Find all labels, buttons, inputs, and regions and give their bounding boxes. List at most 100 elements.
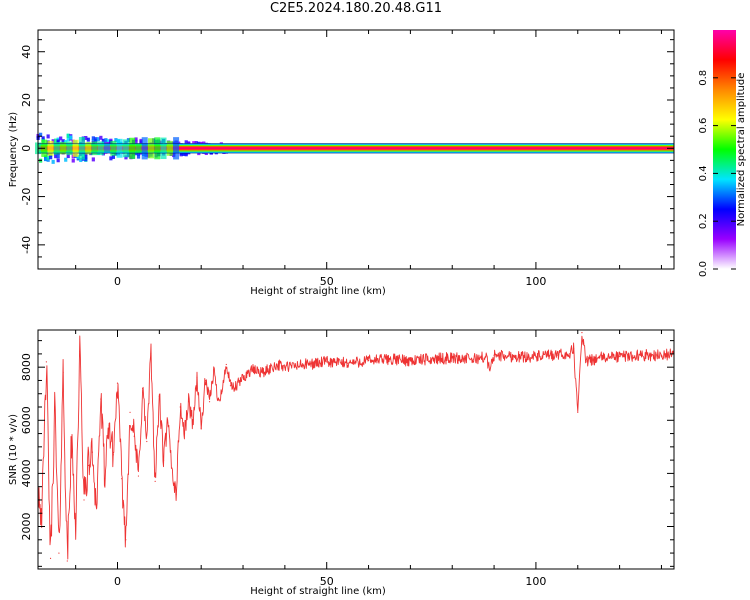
snr-data-point: [234, 387, 236, 390]
snr-data-point: [100, 398, 102, 400]
snr-data-point: [451, 357, 453, 359]
spectral-cell: [46, 155, 50, 160]
snr-data-point: [598, 357, 600, 359]
spectral-cell: [139, 140, 143, 145]
snr-data-point: [137, 475, 140, 477]
snr-data-point: [221, 390, 223, 392]
snr-xtick-label: 0: [114, 575, 121, 588]
spectral-cell: [129, 137, 136, 159]
snr-data-point: [133, 435, 135, 437]
spectral-cell: [49, 155, 53, 160]
snr-data-point: [204, 379, 206, 382]
spectrogram-xtick-label: 50: [320, 275, 334, 288]
snr-ytick-label: 8000: [20, 353, 33, 381]
spectral-cell: [124, 155, 128, 160]
snr-ytick-label: 6000: [20, 406, 33, 434]
colorbar: 0.0 0.2 0.4 0.6 0.8 Normalized spectral ampli…: [698, 30, 747, 277]
spectral-cell: [104, 138, 108, 143]
snr-data-point: [326, 361, 328, 363]
spectral-cell: [44, 157, 48, 162]
spectrogram-panel: 0 50 100 -40 -20 0 20 40 Height of straight line…: [8, 29, 675, 297]
snr-data-point: [162, 459, 165, 461]
spectral-cell: [60, 142, 67, 155]
spectral-cell: [53, 142, 60, 155]
snr-data-point: [75, 523, 77, 525]
spectral-cell: [173, 137, 180, 160]
snr-data-point: [154, 480, 156, 482]
spectral-cell: [64, 140, 68, 145]
snr-data-point: [263, 371, 265, 374]
spectral-cell: [91, 157, 95, 162]
snr-data-point: [196, 377, 198, 379]
colorbar-label: Normalized spectral amplitude: [736, 73, 747, 227]
spectrogram-ytick-label: 40: [20, 45, 33, 59]
snr-data-point: [284, 366, 286, 368]
snr-data-point: [49, 557, 52, 559]
snr-data-point: [572, 347, 575, 350]
spectral-cell: [94, 138, 98, 143]
spectral-cell: [72, 139, 79, 157]
spectral-cell: [154, 137, 161, 160]
colorbar-gradient: [713, 30, 736, 269]
snr-data-point: [87, 464, 89, 467]
snr-data-point: [192, 422, 194, 424]
snr-data-point: [158, 395, 160, 397]
spectral-cell: [136, 151, 141, 156]
snr-data-point: [200, 427, 202, 429]
colorbar-tick-label: 0.8: [698, 70, 709, 86]
snr-series-line: [37, 335, 675, 560]
spectrogram-ytick-label: 0: [20, 145, 33, 152]
snr-data-point: [493, 354, 495, 356]
snr-data-point: [581, 332, 583, 334]
snr-data-point: [108, 425, 110, 427]
snr-data-point: [175, 494, 177, 496]
snr-xlabel: Height of straight line (km): [250, 586, 386, 597]
spectrogram-xlabel: Height of straight line (km): [250, 286, 386, 297]
snr-data-point: [535, 355, 537, 358]
spectrogram-ylabel: Frequency (Hz): [8, 112, 19, 188]
spectral-cell: [51, 159, 55, 164]
snr-data-point: [585, 361, 587, 363]
snr-data-point: [146, 440, 148, 443]
snr-data-point: [62, 371, 64, 374]
snr-ytick-label: 4000: [20, 459, 33, 487]
snr-data-point: [183, 432, 186, 435]
snr-data-point: [116, 382, 119, 384]
snr-data-point: [430, 358, 432, 360]
spectral-cell: [54, 154, 58, 159]
spectral-cell: [122, 139, 129, 158]
snr-data-point: [54, 406, 56, 408]
snr-data-point: [142, 387, 144, 390]
snr-data-point: [104, 478, 106, 480]
spectral-cell: [134, 139, 138, 144]
spectral-cell: [47, 140, 54, 156]
snr-data-point: [242, 377, 244, 379]
snr-data-point: [95, 507, 98, 509]
spectral-cell: [114, 138, 118, 143]
snr-data-point: [577, 411, 579, 413]
snr-xtick-label: 50: [320, 575, 334, 588]
spectral-cell: [84, 157, 88, 162]
snr-xtick-label: 100: [525, 575, 546, 588]
spectral-cell: [66, 137, 70, 142]
spectral-cell: [56, 154, 60, 159]
colorbar-tick-label: 0.6: [698, 118, 709, 134]
spectral-cell: [116, 138, 123, 158]
spectral-cell: [79, 158, 83, 163]
snr-data-point: [121, 478, 123, 480]
snr-data-point: [79, 350, 81, 352]
spectral-cell: [111, 154, 116, 159]
snr-data-point: [639, 354, 642, 356]
snr-data-point: [619, 355, 621, 358]
snr-data-point: [367, 359, 370, 362]
signal-band: [38, 147, 674, 150]
spectrogram-xtick-label: 0: [114, 275, 121, 288]
spectral-cell: [106, 139, 110, 144]
snr-data-point: [229, 385, 232, 387]
snr-data-point: [489, 369, 491, 371]
snr-data-point: [66, 560, 68, 562]
spectral-cell: [56, 158, 60, 163]
snr-data-point: [179, 406, 181, 408]
snr-frame: [37, 329, 675, 570]
spectral-cell: [91, 136, 95, 141]
